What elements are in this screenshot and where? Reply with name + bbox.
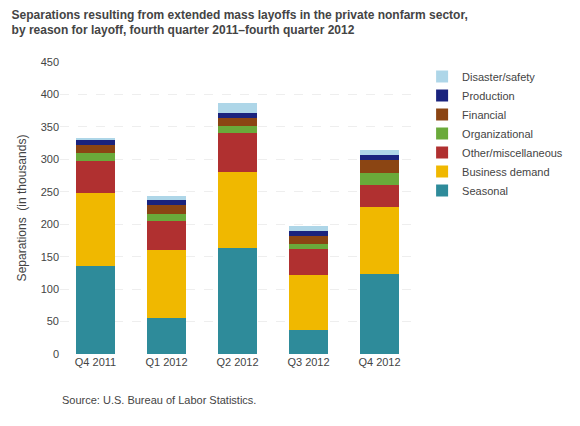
- svg-text:Business demand: Business demand: [462, 166, 549, 178]
- svg-text:Seasonal: Seasonal: [462, 185, 508, 197]
- svg-text:Organizational: Organizational: [462, 128, 533, 140]
- svg-text:Q2 2012: Q2 2012: [216, 356, 258, 368]
- svg-text:250: 250: [41, 186, 59, 198]
- svg-text:Separations resulting from ext: Separations resulting from extended mass…: [12, 8, 468, 38]
- svg-text:50: 50: [47, 315, 59, 327]
- svg-text:450: 450: [41, 56, 59, 68]
- svg-text:350: 350: [41, 121, 59, 133]
- svg-text:100: 100: [41, 283, 59, 295]
- svg-text:Q4 2012: Q4 2012: [358, 356, 400, 368]
- svg-text:150: 150: [41, 251, 59, 263]
- svg-text:Q1 2012: Q1 2012: [145, 356, 187, 368]
- svg-text:Disaster/safety: Disaster/safety: [462, 71, 535, 83]
- svg-text:Source: U.S. Bureau of Labor S: Source: U.S. Bureau of Labor Statistics.: [62, 394, 256, 406]
- svg-text:200: 200: [41, 218, 59, 230]
- svg-text:Financial: Financial: [462, 109, 506, 121]
- svg-text:Q3 2012: Q3 2012: [287, 356, 329, 368]
- svg-text:Q4 2011: Q4 2011: [75, 356, 116, 368]
- svg-text:0: 0: [53, 348, 59, 360]
- svg-text:Production: Production: [462, 90, 515, 102]
- svg-text:300: 300: [41, 153, 59, 165]
- svg-text:400: 400: [41, 88, 59, 100]
- svg-text:Other/miscellaneous: Other/miscellaneous: [462, 147, 563, 159]
- svg-text:Separations (in thousands): Separations (in thousands): [15, 135, 29, 282]
